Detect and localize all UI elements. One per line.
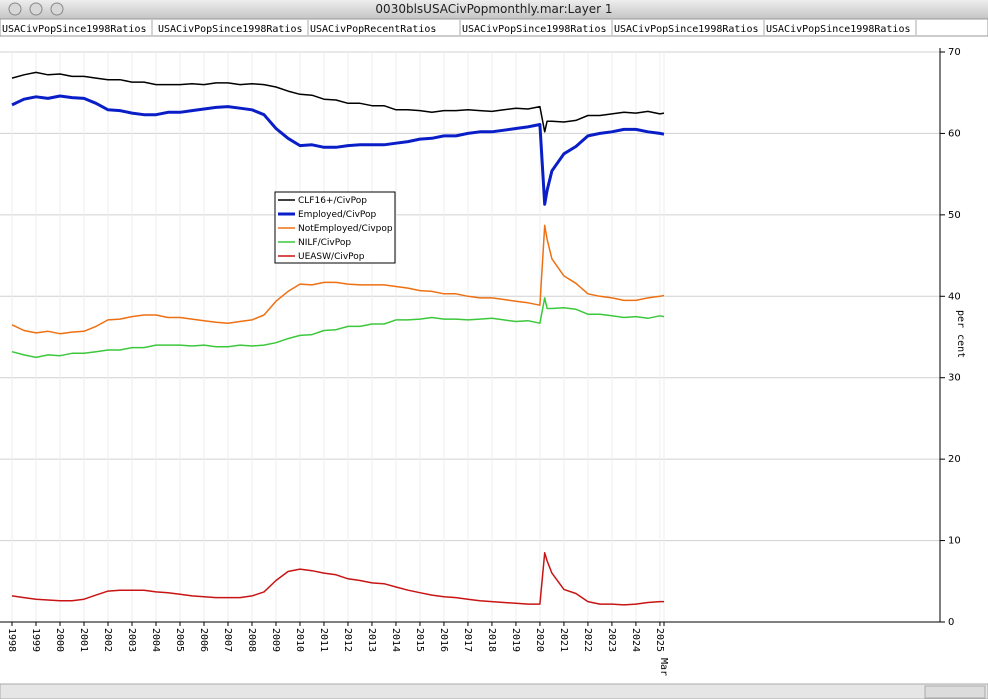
y-tick-label: 70 xyxy=(948,47,961,58)
series-line xyxy=(11,94,665,206)
x-tick-label: 2005 xyxy=(174,628,185,652)
legend-label: CLF16+/CivPop xyxy=(298,196,367,206)
x-tick-label: 2000 xyxy=(54,628,65,652)
series-line xyxy=(11,552,664,606)
x-tick-label: 2024 xyxy=(630,628,641,652)
window-title: 0030blsUSACivPopmonthly.mar:Layer 1 xyxy=(375,2,612,16)
x-tick-label: 2021 xyxy=(558,628,569,652)
series-line xyxy=(11,71,665,133)
x-tick-label: 2025 xyxy=(654,628,665,652)
tab[interactable]: USACivPopSince1998Ratios xyxy=(158,24,303,35)
x-tick-label: 1999 xyxy=(30,628,41,652)
minimize-button[interactable] xyxy=(29,2,43,16)
x-tick-label: 2022 xyxy=(582,628,593,652)
tab[interactable]: USACivPopSince1998Ratios xyxy=(2,24,147,35)
title-bar xyxy=(0,0,988,19)
resize-area[interactable] xyxy=(924,685,986,699)
y-tick-label: 0 xyxy=(948,617,954,628)
x-tick-label: 2009 xyxy=(270,628,281,652)
x-tick-label: 2008 xyxy=(246,628,257,652)
x-tick-label: 2020 xyxy=(534,628,545,652)
tab[interactable]: USACivPopSince1998Ratios xyxy=(766,24,911,35)
y-tick-label: 30 xyxy=(948,373,961,384)
x-tick-label: 2003 xyxy=(126,628,137,652)
x-tick-label: 2016 xyxy=(438,628,449,652)
y-tick-label: 20 xyxy=(948,454,961,465)
x-tick-label: 2004 xyxy=(150,628,161,652)
x-tick-label: 2015 xyxy=(414,628,425,652)
series-line xyxy=(11,224,665,335)
tab[interactable]: USACivPopRecentRatios xyxy=(310,24,436,35)
x-tick-label: 2010 xyxy=(294,628,305,652)
x-tick-label: 2001 xyxy=(78,628,89,652)
y-tick-label: 10 xyxy=(948,536,961,547)
x-tick-label: 2018 xyxy=(486,628,497,652)
tab[interactable]: USACivPopSince1998Ratios xyxy=(614,24,759,35)
x-tick-label: 2013 xyxy=(366,628,377,652)
x-tick-label: 2017 xyxy=(462,628,473,652)
x-tick-label: 2002 xyxy=(102,628,113,652)
x-tick-label: 2014 xyxy=(390,628,401,652)
x-tick-label: 2012 xyxy=(342,628,353,652)
legend-label: NILF/CivPop xyxy=(298,238,351,248)
x-tick-label: 2006 xyxy=(198,628,209,652)
y-axis-label: per cent xyxy=(955,310,966,358)
x-tick-label: 2023 xyxy=(606,628,617,652)
x-tick-label: 1998 xyxy=(6,628,17,652)
series-line xyxy=(11,297,665,359)
x-tick-label: Mar xyxy=(658,658,669,676)
status-bar xyxy=(0,683,988,699)
legend-label: NotEmployed/Civpop xyxy=(298,224,393,234)
legend-label: Employed/CivPop xyxy=(298,210,377,220)
x-tick-label: 2007 xyxy=(222,628,233,652)
zoom-button[interactable] xyxy=(50,2,64,16)
legend: CLF16+/CivPop Employed/CivPop NotEmployed/… xyxy=(274,191,396,264)
y-tick-label: 50 xyxy=(948,210,961,221)
x-tick-label: 2019 xyxy=(510,628,521,652)
legend-label: UEASW/CivPop xyxy=(298,252,365,262)
tab[interactable]: USACivPopSince1998Ratios xyxy=(462,24,607,35)
close-button[interactable] xyxy=(8,2,22,16)
y-tick-label: 40 xyxy=(948,291,961,302)
y-tick-label: 60 xyxy=(948,128,961,139)
x-tick-label: 2011 xyxy=(318,628,329,652)
tab-bar xyxy=(0,18,988,37)
